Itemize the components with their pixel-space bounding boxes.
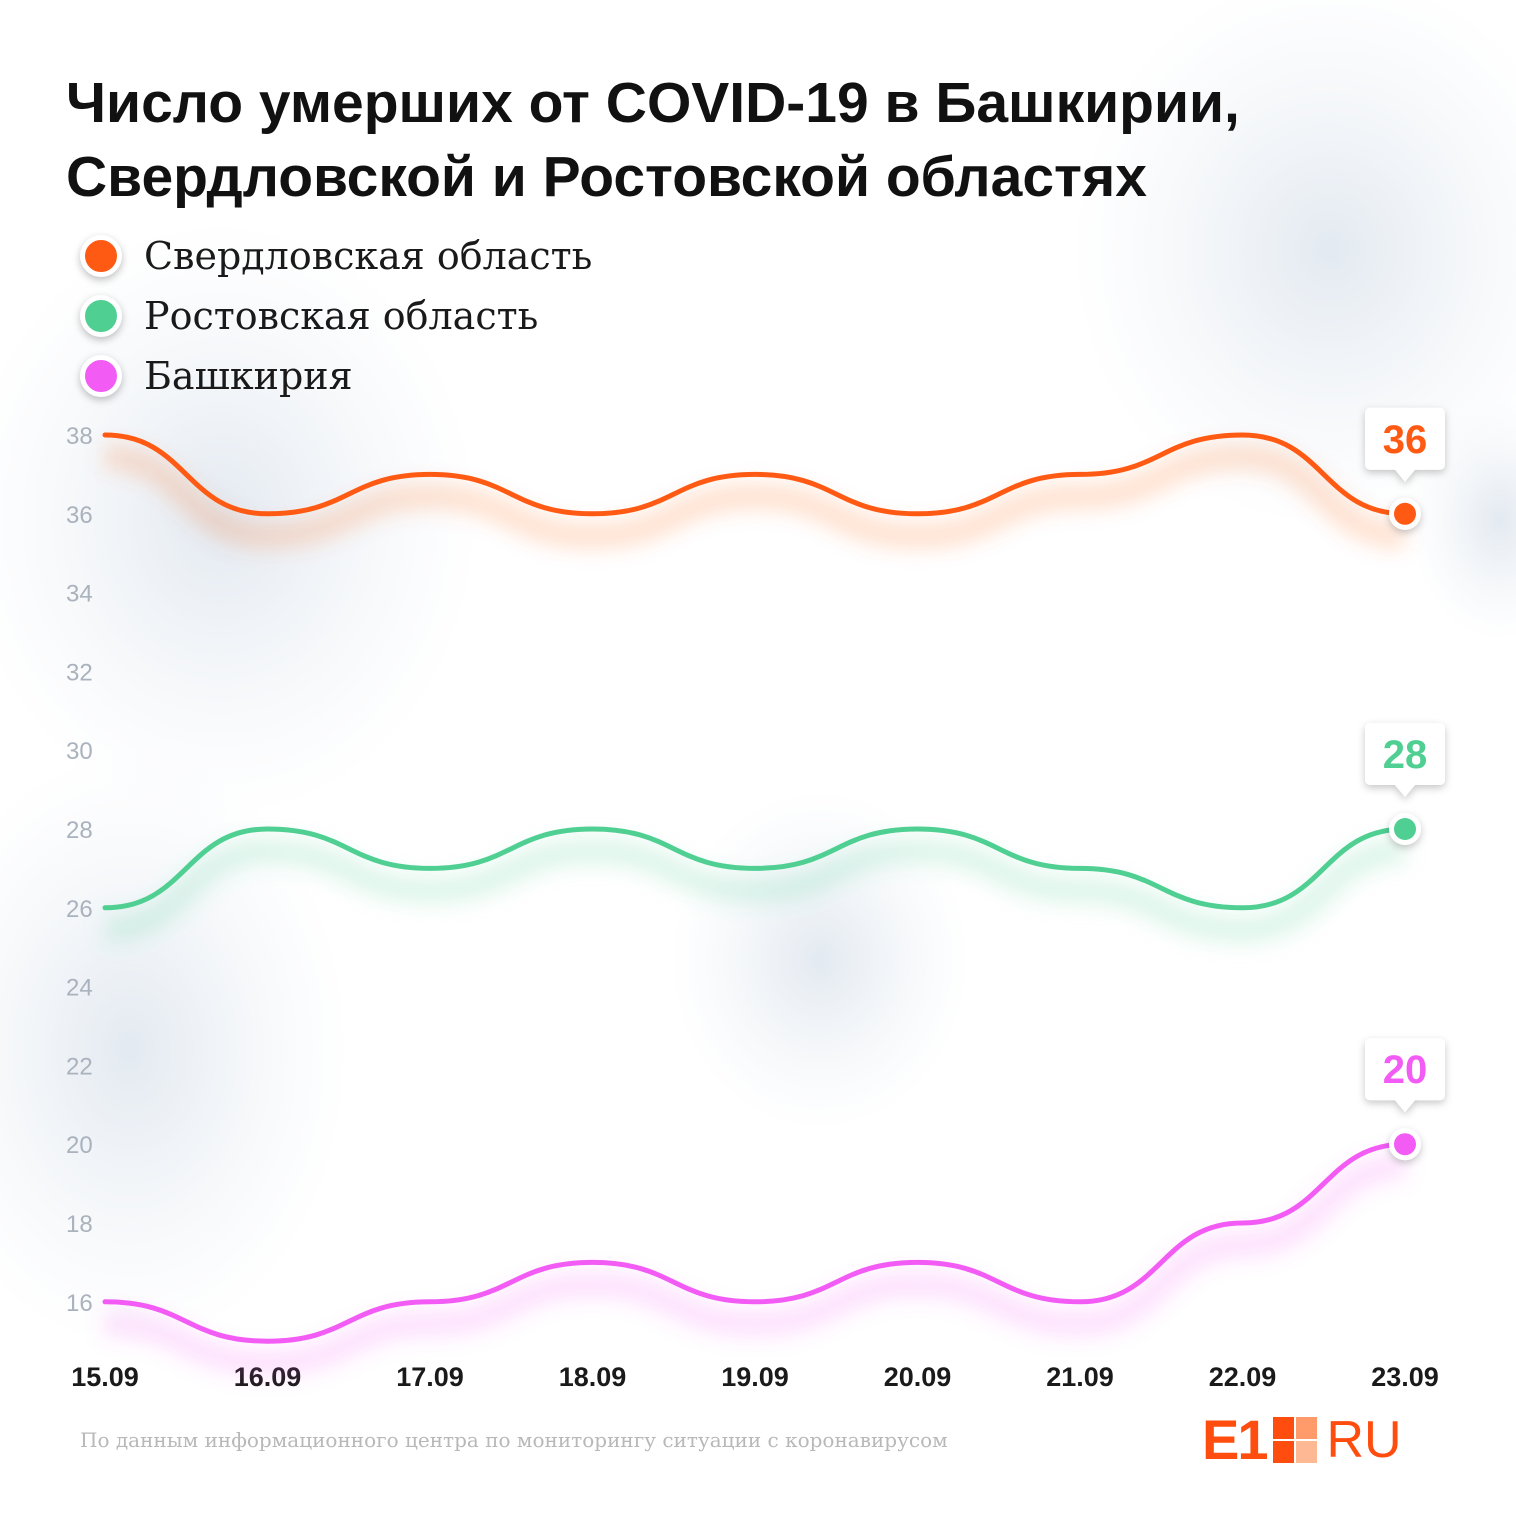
- legend-item-rostov: Ростовская область: [80, 286, 592, 346]
- legend-item-bashkiria: Башкирия: [80, 346, 592, 406]
- series-glow: [104, 837, 1406, 943]
- y-tick-label: 16: [66, 1290, 93, 1317]
- x-tick-label: 21.09: [1046, 1362, 1114, 1392]
- x-tick-label: 17.09: [396, 1362, 464, 1392]
- y-tick-label: 30: [66, 738, 93, 765]
- x-tick-label: 18.09: [559, 1362, 627, 1392]
- x-tick-label: 22.09: [1209, 1362, 1277, 1392]
- x-tick-label: 15.09: [71, 1362, 139, 1392]
- legend-dot-sverdlovsk: [80, 235, 122, 277]
- series-value-label: 36: [1383, 418, 1428, 462]
- series-line: [102, 826, 1408, 911]
- logo-ru-text: RU: [1326, 1411, 1402, 1469]
- legend-label-bashkiria: Башкирия: [144, 354, 353, 398]
- y-tick-label: 20: [66, 1132, 93, 1159]
- legend-label-sverdlovsk: Свердловская область: [144, 234, 593, 278]
- legend-item-sverdlovsk: Свердловская область: [80, 226, 592, 286]
- legend-dot-rostov: [80, 295, 122, 337]
- legend: Свердловская область Ростовская область …: [80, 226, 592, 406]
- series-value-callout: [1365, 407, 1445, 482]
- y-tick-label: 34: [66, 581, 93, 608]
- y-tick-label: 22: [66, 1053, 93, 1080]
- series-value-label: 20: [1383, 1048, 1428, 1092]
- logo-e1-text: E1: [1202, 1408, 1268, 1471]
- y-tick-label: 28: [66, 817, 93, 844]
- series-line: [102, 1141, 1408, 1344]
- legend-dot-bashkiria: [80, 355, 122, 397]
- y-tick-label: 38: [66, 423, 93, 450]
- y-tick-label: 18: [66, 1211, 93, 1238]
- y-tick-label: 24: [66, 975, 93, 1002]
- legend-label-rostov: Ростовская область: [144, 294, 539, 338]
- series-end-point: [1394, 502, 1416, 525]
- e1-logo: E1 RU: [1202, 1408, 1402, 1471]
- series-line: [102, 432, 1408, 517]
- series-glow: [104, 1153, 1406, 1377]
- logo-square-icon: [1272, 1417, 1317, 1463]
- series-glow: [104, 443, 1406, 549]
- x-tick-label: 23.09: [1371, 1362, 1439, 1392]
- series-value-label: 28: [1383, 733, 1428, 777]
- series-value-callout: [1365, 1038, 1445, 1113]
- chart-title: Число умерших от COVID-19 в Башкирии, Св…: [66, 66, 1446, 214]
- y-tick-label: 26: [66, 896, 93, 923]
- chart-title-line-2: Свердловской и Ростовской областях: [66, 145, 1147, 209]
- series-value-callout: [1365, 723, 1445, 797]
- y-tick-label: 32: [66, 659, 93, 686]
- x-tick-label: 20.09: [884, 1362, 952, 1392]
- source-note: По данным информационного центра по мони…: [80, 1428, 948, 1452]
- series-end-point: [1394, 818, 1416, 840]
- chart-title-line-1: Число умерших от COVID-19 в Башкирии,: [66, 71, 1240, 135]
- series-end-point: [1394, 1133, 1416, 1156]
- x-tick-label: 19.09: [721, 1362, 789, 1392]
- y-tick-label: 36: [66, 502, 93, 529]
